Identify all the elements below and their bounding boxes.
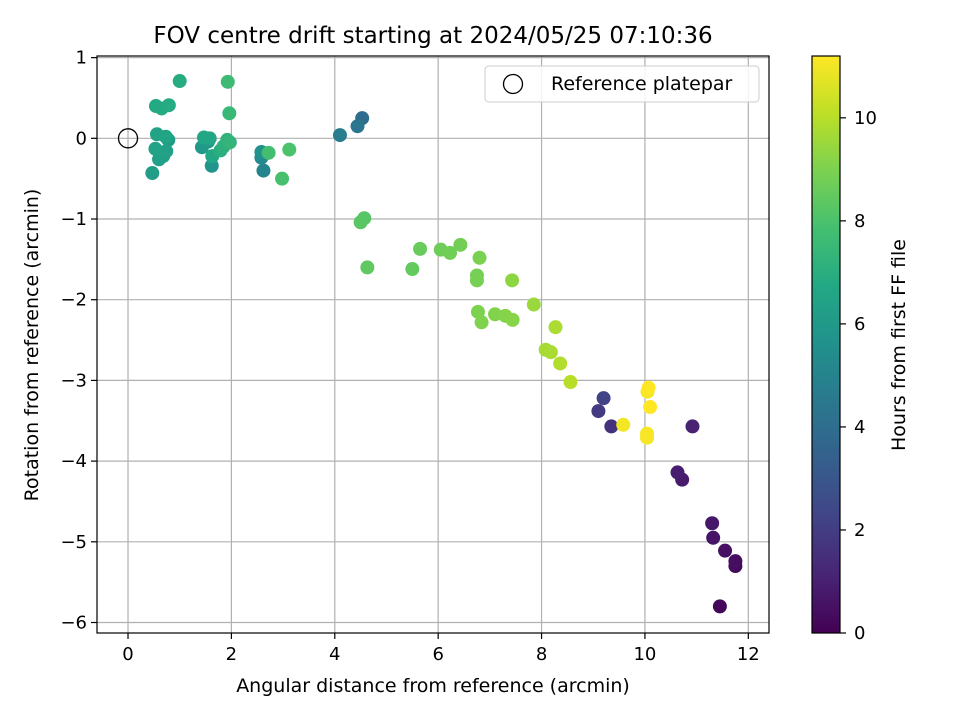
scatter-point <box>413 241 428 256</box>
colorbar-tick-label: 10 <box>854 108 877 129</box>
scatter-point <box>706 530 721 545</box>
y-tick-label: −3 <box>60 370 87 391</box>
scatter-point <box>360 260 375 275</box>
y-axis-label: Rotation from reference (arcmin) <box>21 189 43 502</box>
scatter-point <box>469 273 484 288</box>
colorbar-tick-label: 6 <box>854 314 865 335</box>
scatter-point <box>172 74 187 89</box>
y-tick-label: 0 <box>76 128 87 149</box>
scatter-point <box>350 119 365 134</box>
x-tick-label: 0 <box>122 644 133 665</box>
scatter-point <box>488 307 503 322</box>
scatter-point <box>604 419 619 434</box>
scatter-point <box>220 74 235 89</box>
scatter-point <box>548 320 563 335</box>
x-tick-label: 8 <box>536 644 547 665</box>
scatter-point <box>563 375 578 390</box>
scatter-point <box>685 419 700 434</box>
scatter-point <box>553 356 568 371</box>
scatter-point <box>282 142 297 157</box>
reference-point-marker <box>117 128 139 149</box>
scatter-point <box>145 166 160 181</box>
scatter-point <box>640 430 655 445</box>
chart-title: FOV centre drift starting at 2024/05/25 … <box>153 23 712 49</box>
scatter-point <box>505 312 520 327</box>
scatter-point <box>591 404 606 419</box>
scatter-point <box>596 391 611 406</box>
colorbar-ticks: 0 2 4 6 8 10 <box>840 108 877 644</box>
scatter-point <box>526 297 541 312</box>
colorbar-tick-label: 4 <box>854 417 865 438</box>
scatter-point <box>643 400 658 415</box>
colorbar-tick-label: 2 <box>854 520 865 541</box>
y-tick-label: −5 <box>60 532 87 553</box>
scatter-point <box>472 250 487 265</box>
scatter-point <box>353 215 368 230</box>
scatter-point <box>705 516 720 531</box>
scatter-point <box>543 345 558 360</box>
scatter-point <box>222 106 237 121</box>
x-tick-label: 4 <box>329 644 340 665</box>
scatter-point <box>718 543 733 558</box>
scatter-point <box>505 273 520 288</box>
x-tick-label: 6 <box>432 644 443 665</box>
colorbar <box>811 55 841 634</box>
colorbar-tick-label: 0 <box>854 623 865 644</box>
y-tick-label: 1 <box>76 48 87 69</box>
scatter-point <box>158 129 173 144</box>
scatter-point <box>256 163 271 178</box>
scatter-point <box>405 262 420 277</box>
scatter-point <box>161 98 176 113</box>
x-axis-label: Angular distance from reference (arcmin) <box>236 675 630 697</box>
scatter-point <box>222 135 237 150</box>
x-tick-label: 2 <box>226 644 237 665</box>
colorbar-label: Hours from first FF file <box>888 239 910 451</box>
scatter-point <box>197 130 212 145</box>
scatter-point <box>332 128 347 143</box>
legend-label: Reference platepar <box>551 73 733 95</box>
y-tick-label: −2 <box>60 290 87 311</box>
scatter-point <box>453 237 468 252</box>
y-tick-label: −4 <box>60 451 87 472</box>
scatter-point <box>670 465 685 480</box>
scatter-point <box>148 141 163 156</box>
scatter-point <box>728 554 743 569</box>
scatter-point <box>712 599 727 614</box>
scatter-point <box>641 380 656 395</box>
scatter-point <box>443 245 458 260</box>
scatter-point <box>275 171 290 186</box>
x-tick-label: 10 <box>633 644 656 665</box>
y-tick-label: −6 <box>60 613 87 634</box>
legend-marker <box>502 73 524 95</box>
scatter-point <box>474 315 489 330</box>
scatter-point <box>261 145 276 160</box>
scatter-point <box>616 417 631 432</box>
plot-frame <box>96 55 770 634</box>
legend-box <box>484 65 760 103</box>
colorbar-tick-label: 8 <box>854 211 865 232</box>
scatter-point <box>159 144 174 159</box>
y-tick-label: −1 <box>60 209 87 230</box>
x-tick-label: 12 <box>737 644 760 665</box>
legend: Reference platepar <box>484 65 760 103</box>
scatter-points <box>117 74 743 614</box>
